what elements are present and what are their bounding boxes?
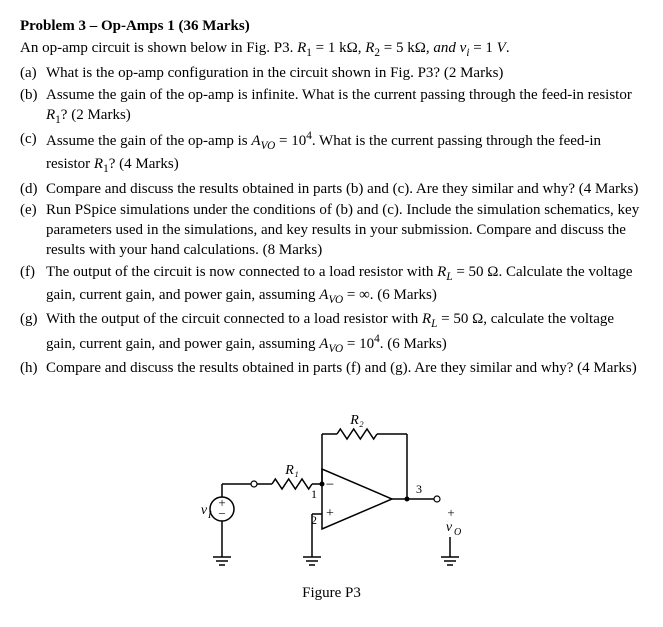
part-text: With the output of the circuit connected…: [46, 309, 643, 357]
problem-title: Problem 3 – Op-Amps 1 (36 Marks): [20, 16, 643, 36]
part-label: (e): [20, 200, 46, 261]
part-item: (d)Compare and discuss the results obtai…: [20, 179, 643, 199]
svg-text:−: −: [325, 477, 333, 493]
part-item: (b)Assume the gain of the op-amp is infi…: [20, 85, 643, 128]
part-text: The output of the circuit is now connect…: [46, 262, 643, 308]
figure-container: +−vIR₁−+123R₂+vO Figure P3: [20, 399, 643, 604]
svg-text:+: +: [326, 506, 334, 521]
part-text: Assume the gain of the op-amp is infinit…: [46, 85, 643, 128]
part-text: Run PSpice simulations under the conditi…: [46, 200, 643, 261]
part-label: (c): [20, 129, 46, 177]
svg-text:+: +: [447, 505, 454, 520]
svg-text:R₂: R₂: [349, 413, 364, 428]
part-label: (b): [20, 85, 46, 128]
part-text: What is the op-amp configuration in the …: [46, 63, 643, 83]
svg-text:O: O: [454, 527, 461, 538]
part-label: (d): [20, 179, 46, 199]
svg-text:v: v: [445, 520, 452, 535]
part-text: Compare and discuss the results obtained…: [46, 179, 643, 199]
svg-text:3: 3: [416, 482, 422, 496]
part-item: (f)The output of the circuit is now conn…: [20, 262, 643, 308]
part-label: (h): [20, 358, 46, 378]
part-text: Compare and discuss the results obtained…: [46, 358, 643, 378]
part-item: (g)With the output of the circuit connec…: [20, 309, 643, 357]
problem-intro: An op-amp circuit is shown below in Fig.…: [20, 38, 643, 61]
part-item: (h)Compare and discuss the results obtai…: [20, 358, 643, 378]
svg-text:−: −: [218, 506, 225, 521]
svg-text:v: v: [200, 503, 207, 518]
part-label: (f): [20, 262, 46, 308]
part-item: (a)What is the op-amp configuration in t…: [20, 63, 643, 83]
part-label: (g): [20, 309, 46, 357]
part-item: (e)Run PSpice simulations under the cond…: [20, 200, 643, 261]
circuit-diagram: +−vIR₁−+123R₂+vO: [182, 399, 482, 569]
svg-text:I: I: [207, 510, 212, 521]
svg-text:R₁: R₁: [284, 463, 298, 478]
part-item: (c)Assume the gain of the op-amp is AVO …: [20, 129, 643, 177]
svg-text:1: 1: [311, 487, 317, 501]
parts-list: (a)What is the op-amp configuration in t…: [20, 63, 643, 378]
part-label: (a): [20, 63, 46, 83]
figure-caption: Figure P3: [20, 583, 643, 603]
part-text: Assume the gain of the op-amp is AVO = 1…: [46, 129, 643, 177]
